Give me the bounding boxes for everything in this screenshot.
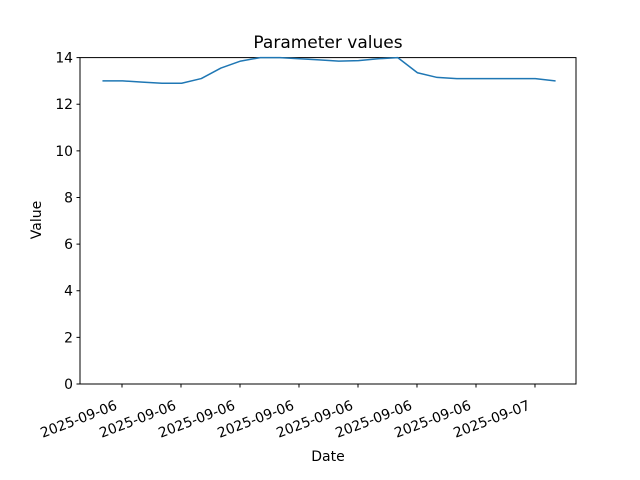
y-tick-label: 12 — [55, 97, 73, 113]
y-tick-label: 10 — [55, 144, 73, 160]
x-axis-label: Date — [311, 449, 345, 465]
y-tick-label: 2 — [64, 330, 73, 346]
chart-title: Parameter values — [253, 33, 403, 53]
axes-spines — [79, 57, 577, 385]
y-tick-label: 6 — [64, 237, 73, 253]
y-tick-label: 4 — [64, 284, 73, 300]
y-tick-label: 8 — [64, 190, 73, 206]
y-tick-label: 0 — [64, 377, 73, 393]
data-line-parameter-values — [102, 56, 556, 84]
y-axis-label: Value — [29, 200, 45, 240]
y-tick-label: 14 — [55, 51, 73, 67]
